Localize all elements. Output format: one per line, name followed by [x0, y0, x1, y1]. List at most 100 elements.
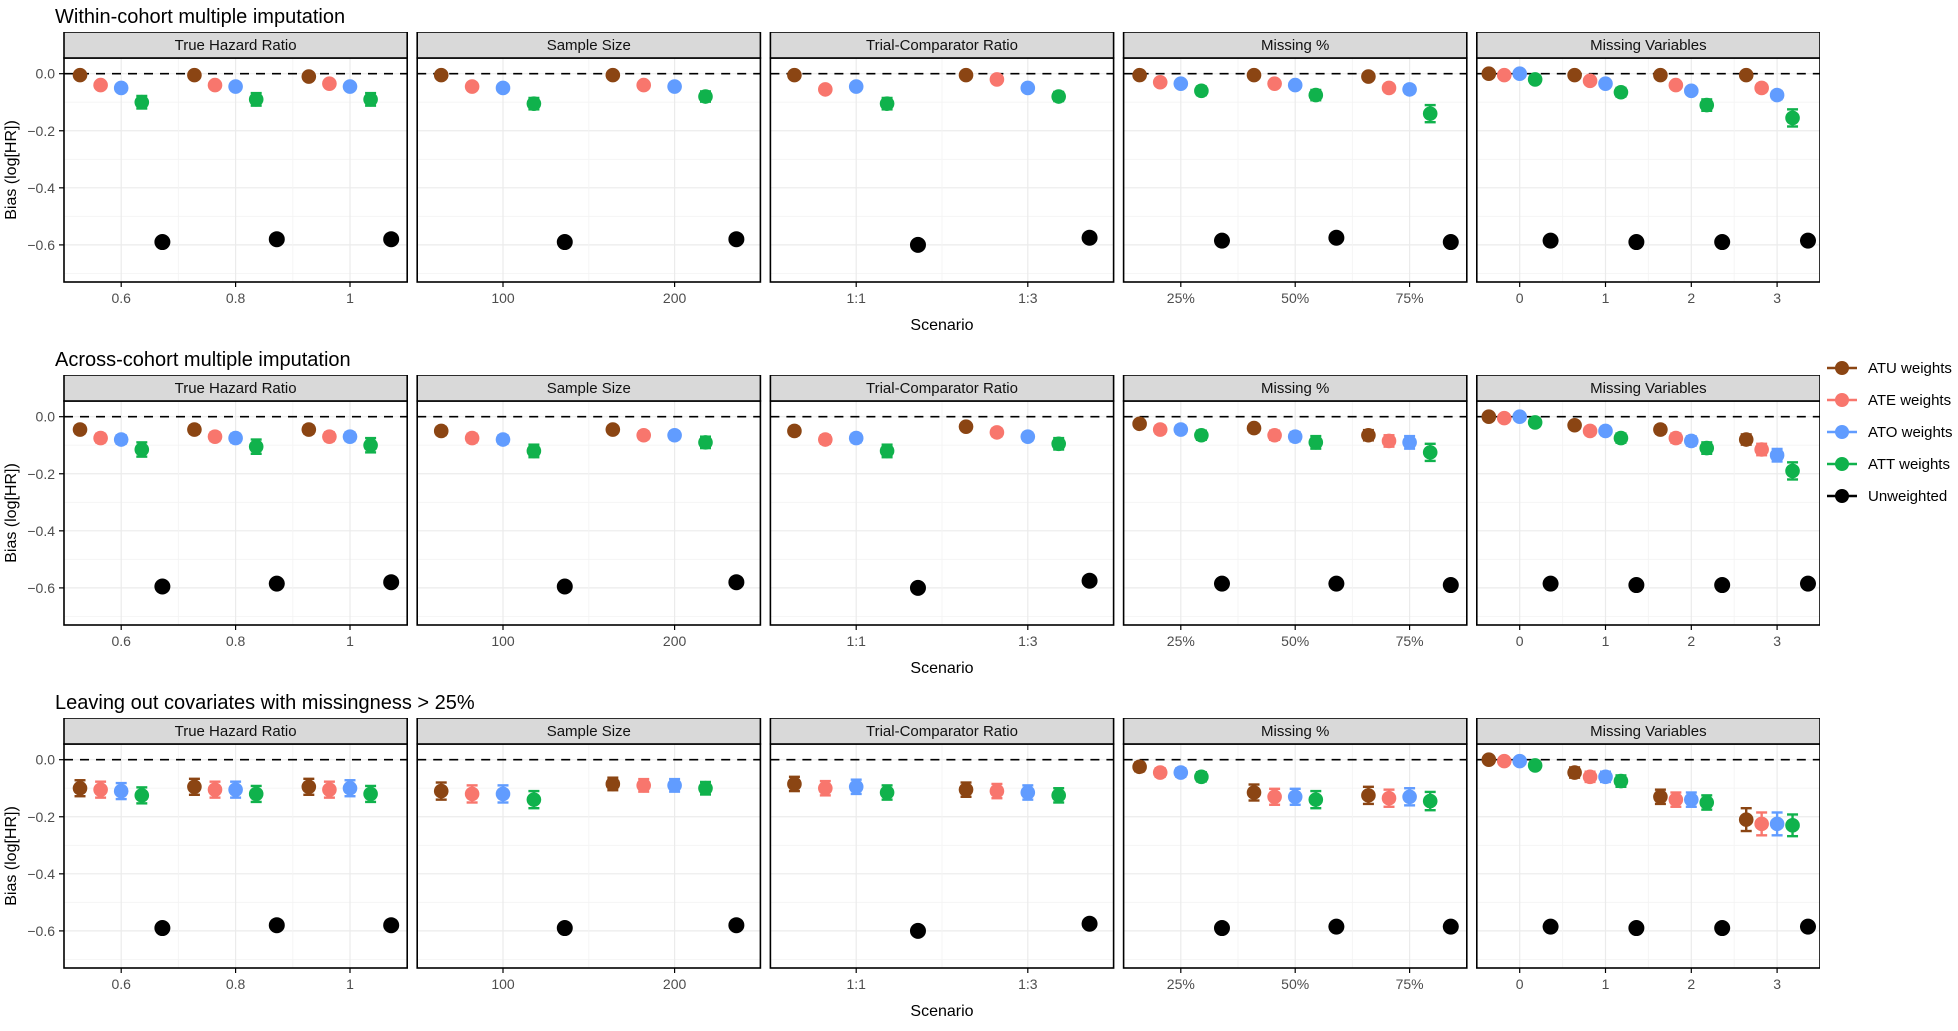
- facet-strip-label: Sample Size: [547, 723, 631, 740]
- data-point: [228, 430, 243, 446]
- y-axis-tick-label: 0.0: [36, 752, 56, 768]
- data-point: [818, 82, 833, 97]
- data-point: [248, 92, 264, 107]
- data-point: [1628, 577, 1645, 594]
- data-point: [526, 96, 542, 111]
- x-axis-tick-label: 200: [663, 633, 687, 649]
- data-point: [207, 429, 223, 444]
- data-point: [728, 231, 745, 248]
- legend-key-icon: [1827, 457, 1857, 471]
- data-point: [93, 77, 108, 93]
- facet-strip-label: Missing %: [1261, 380, 1329, 397]
- data-point: [93, 782, 108, 797]
- x-axis-tick-label: 0.8: [226, 633, 246, 649]
- data-point: [1213, 575, 1230, 592]
- x-axis-tick-label: 100: [491, 633, 515, 649]
- facet-strip: [416, 31, 762, 59]
- row-svg: Bias (log[HR]) 0.0 −0.2 −0.4 −0.6 0.6 0.8 1 True…: [3, 717, 1821, 1020]
- data-point: [605, 776, 621, 792]
- legend-entry: ATO weights: [1824, 416, 1958, 448]
- data-point: [1381, 790, 1397, 806]
- data-point: [1152, 422, 1168, 437]
- data-point: [1213, 232, 1230, 249]
- data-point: [698, 780, 713, 796]
- data-point: [1653, 67, 1668, 83]
- data-point: [383, 574, 400, 591]
- data-point: [1051, 89, 1066, 104]
- data-point: [1527, 415, 1543, 430]
- data-point: [433, 783, 449, 799]
- data-point: [1684, 433, 1699, 449]
- x-axis-tick-label: 0.8: [226, 290, 246, 306]
- data-point: [154, 920, 171, 937]
- data-point: [1542, 232, 1559, 249]
- data-point: [667, 427, 682, 443]
- data-point: [989, 783, 1005, 799]
- data-point: [1481, 409, 1497, 424]
- data-point: [818, 432, 833, 447]
- x-axis-tick-label: 0: [1516, 633, 1524, 649]
- data-point: [989, 425, 1005, 440]
- data-point: [464, 786, 480, 802]
- data-point: [1020, 429, 1036, 444]
- facet-strip: [769, 374, 1115, 402]
- x-axis-tick-label: 1:3: [1018, 633, 1038, 649]
- data-point: [363, 786, 378, 802]
- data-point: [636, 427, 652, 443]
- data-point: [848, 430, 864, 446]
- facet-strip: [416, 374, 762, 402]
- y-axis-title: Bias (log[HR]): [3, 120, 20, 220]
- data-point: [1308, 792, 1324, 807]
- data-point: [1246, 785, 1262, 800]
- data-point: [495, 80, 511, 96]
- data-point: [1754, 816, 1769, 832]
- chart-row-across-cohort: Across-cohort multiple imputation Bias (…: [0, 343, 1958, 686]
- y-axis-tick-label: −0.4: [27, 523, 55, 539]
- data-point: [1381, 433, 1397, 449]
- data-point: [1020, 80, 1036, 96]
- data-point: [958, 419, 974, 434]
- data-point: [1714, 234, 1731, 251]
- data-point: [268, 231, 285, 248]
- data-point: [1267, 76, 1282, 91]
- facet-panel: 25% 50% 75% Missing %: [1122, 717, 1468, 992]
- x-axis-tick-label: 1: [1602, 976, 1610, 992]
- data-point: [556, 920, 573, 937]
- data-point: [1287, 429, 1303, 444]
- data-point: [1194, 769, 1209, 785]
- data-point: [1527, 758, 1543, 773]
- facet-strip-label: True Hazard Ratio: [175, 380, 297, 397]
- data-point: [698, 435, 713, 450]
- data-point: [1668, 792, 1684, 807]
- x-axis-tick-label: 1: [346, 976, 354, 992]
- x-axis-tick-label: 3: [1773, 290, 1781, 306]
- data-point: [1754, 80, 1769, 96]
- x-axis-tick-label: 0.6: [111, 976, 131, 992]
- y-axis-tick-label: −0.2: [27, 809, 55, 825]
- data-point: [1668, 430, 1684, 446]
- x-axis-tick-label: 3: [1773, 976, 1781, 992]
- x-axis-tick-label: 0.6: [111, 633, 131, 649]
- x-axis-tick-label: 100: [491, 290, 515, 306]
- facet-strip-label: Missing %: [1261, 723, 1329, 740]
- data-point: [1308, 87, 1324, 103]
- facet-strip-label: Trial-Comparator Ratio: [866, 37, 1018, 54]
- data-point: [556, 578, 573, 595]
- legend-entry: Unweighted: [1824, 480, 1958, 512]
- data-point: [787, 776, 802, 792]
- facet-strip: [416, 717, 762, 745]
- data-point: [698, 89, 713, 104]
- data-point: [1567, 765, 1582, 780]
- x-axis-tick-label: 75%: [1396, 633, 1424, 649]
- data-point: [879, 785, 895, 800]
- facet-panel: 0 1 2 3 Missing Variables: [1476, 717, 1821, 992]
- facet-panel: 1:1 1:3 Trial-Comparator Ratio: [769, 374, 1115, 649]
- data-point: [322, 429, 337, 444]
- data-point: [1582, 73, 1598, 89]
- data-point: [363, 437, 378, 453]
- facet-strip-label: Missing Variables: [1590, 37, 1706, 54]
- x-axis-tick-label: 1: [1602, 633, 1610, 649]
- data-point: [787, 67, 802, 83]
- facet-strip-label: True Hazard Ratio: [175, 37, 297, 54]
- data-point: [1267, 789, 1282, 805]
